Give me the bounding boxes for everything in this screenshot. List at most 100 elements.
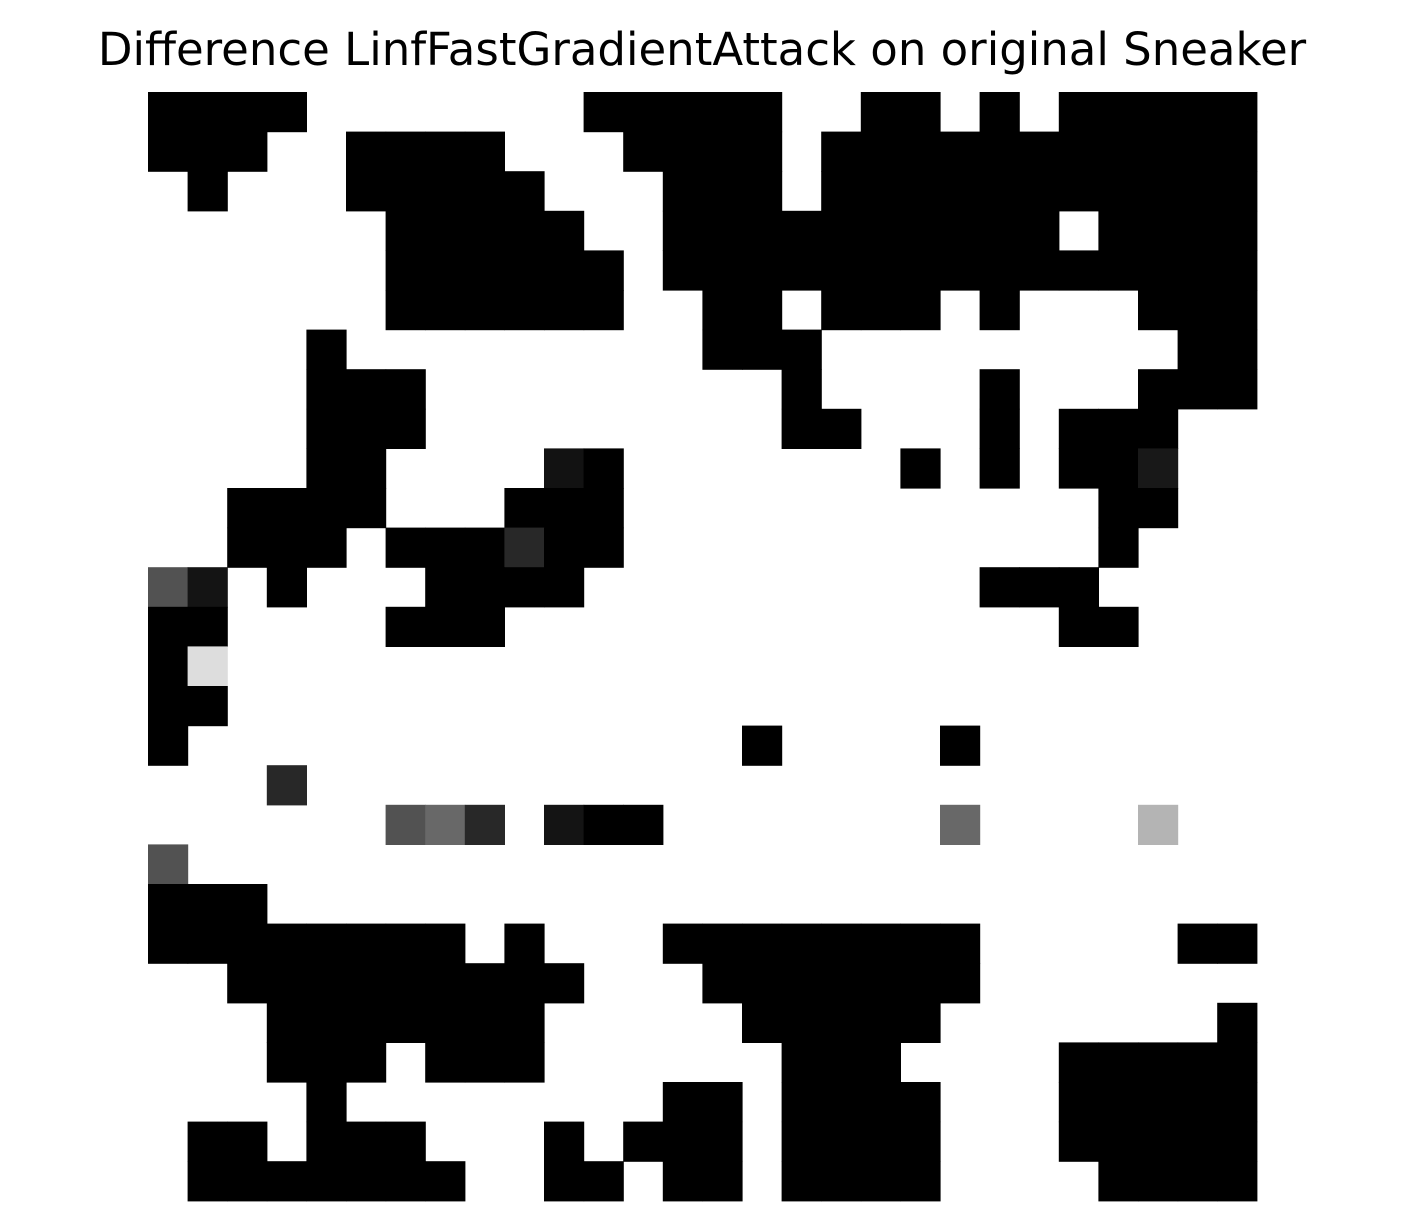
- heatmap-cell-r12-c10: [544, 567, 585, 608]
- heatmap-cell-r20-c0: [148, 884, 189, 925]
- heatmap-cell-r0-c12: [623, 92, 664, 133]
- heatmap-cell-r3-c14: [702, 210, 743, 251]
- heatmap-cell-r19-c0: [148, 844, 189, 885]
- heatmap-cell-r2-c13: [662, 171, 703, 212]
- heatmap-cell-r26-c23: [1058, 1121, 1099, 1162]
- heatmap-cell-r1-c1: [187, 131, 228, 172]
- heatmap-cell-r9-c19: [900, 448, 941, 489]
- heatmap-cell-r2-c17: [821, 171, 862, 212]
- heatmap-cell-r4-c21: [979, 250, 1020, 291]
- heatmap-cell-r6-c4: [306, 329, 347, 370]
- heatmap-cell-r22-c4: [306, 963, 347, 1004]
- heatmap-cell-r5-c18: [860, 290, 901, 331]
- heatmap-cell-r22-c19: [900, 963, 941, 1004]
- heatmap-cell-r27-c16: [781, 1161, 822, 1202]
- heatmap-cell-r23-c3: [266, 1002, 307, 1043]
- heatmap-cell-r11-c10: [544, 527, 585, 568]
- heatmap-cell-r9-c11: [583, 448, 624, 489]
- heatmap-cell-r10-c10: [544, 488, 585, 529]
- heatmap-cell-r3-c7: [425, 210, 466, 251]
- heatmap-cell-r9-c25: [1138, 448, 1179, 489]
- heatmap-cell-r5-c21: [979, 290, 1020, 331]
- heatmap-cell-r4-c6: [385, 250, 426, 291]
- heatmap-cell-r3-c13: [662, 210, 703, 251]
- heatmap-cell-r3-c24: [1098, 210, 1139, 251]
- heatmap-cell-r1-c21: [979, 131, 1020, 172]
- heatmap-cell-r13-c24: [1098, 606, 1139, 647]
- heatmap-cell-r10-c25: [1138, 488, 1179, 529]
- heatmap-cell-r26-c1: [187, 1121, 228, 1162]
- heatmap-cell-r27-c17: [821, 1161, 862, 1202]
- heatmap-cell-r1-c7: [425, 131, 466, 172]
- heatmap-cell-r4-c9: [504, 250, 545, 291]
- heatmap-cell-r5-c15: [742, 290, 783, 331]
- heatmap-cell-r2-c18: [860, 171, 901, 212]
- heatmap-cell-r24-c5: [346, 1042, 387, 1083]
- heatmap-cell-r23-c9: [504, 1002, 545, 1043]
- heatmap-cell-r24-c8: [464, 1042, 505, 1083]
- heatmap-cell-r6-c15: [742, 329, 783, 370]
- heatmap-cell-r8-c5: [346, 408, 387, 449]
- heatmap-cell-r23-c18: [860, 1002, 901, 1043]
- heatmap-cell-r26-c5: [346, 1121, 387, 1162]
- heatmap-cell-r5-c11: [583, 290, 624, 331]
- heatmap-cell-r7-c5: [346, 369, 387, 410]
- heatmap-cell-r1-c27: [1217, 131, 1258, 172]
- heatmap-cell-r5-c9: [504, 290, 545, 331]
- heatmap-cell-r23-c27: [1217, 1002, 1258, 1043]
- heatmap-cell-r24-c17: [821, 1042, 862, 1083]
- heatmap-cell-r18-c25: [1138, 804, 1179, 845]
- heatmap-cell-r24-c4: [306, 1042, 347, 1083]
- heatmap-cell-r24-c25: [1138, 1042, 1179, 1083]
- heatmap-cell-r21-c20: [940, 923, 981, 964]
- heatmap-cell-r7-c26: [1177, 369, 1218, 410]
- heatmap-cell-r27-c2: [227, 1161, 268, 1202]
- heatmap-cell-r13-c8: [464, 606, 505, 647]
- heatmap-cell-r13-c1: [187, 606, 228, 647]
- heatmap-cell-r10-c9: [504, 488, 545, 529]
- heatmap-cell-r27-c4: [306, 1161, 347, 1202]
- heatmap-cell-r21-c9: [504, 923, 545, 964]
- heatmap-cell-r15-c1: [187, 686, 228, 727]
- heatmap-cell-r15-c0: [148, 686, 189, 727]
- heatmap-cell-r1-c12: [623, 131, 664, 172]
- heatmap-cell-r1-c25: [1138, 131, 1179, 172]
- heatmap-cell-r2-c20: [940, 171, 981, 212]
- heatmap-cell-r4-c27: [1217, 250, 1258, 291]
- heatmap-cell-r13-c7: [425, 606, 466, 647]
- heatmap-cell-r3-c22: [1019, 210, 1060, 251]
- heatmap-cell-r24-c7: [425, 1042, 466, 1083]
- heatmap-cell-r2-c5: [346, 171, 387, 212]
- heatmap-cell-r18-c20: [940, 804, 981, 845]
- heatmap-cell-r3-c20: [940, 210, 981, 251]
- heatmap-cell-r11-c6: [385, 527, 426, 568]
- heatmap-cell-r1-c18: [860, 131, 901, 172]
- heatmap-cell-r20-c2: [227, 884, 268, 925]
- heatmap-cell-r24-c26: [1177, 1042, 1218, 1083]
- heatmap-cell-r25-c13: [662, 1082, 703, 1123]
- heatmap-cell-r3-c10: [544, 210, 585, 251]
- heatmap-cell-r22-c6: [385, 963, 426, 1004]
- heatmap-cell-r5-c6: [385, 290, 426, 331]
- heatmap-cell-r8-c4: [306, 408, 347, 449]
- heatmap-cell-r18-c8: [464, 804, 505, 845]
- heatmap-cell-r12-c22: [1019, 567, 1060, 608]
- heatmap-cell-r1-c20: [940, 131, 981, 172]
- heatmap-cell-r2-c26: [1177, 171, 1218, 212]
- heatmap-cell-r27-c25: [1138, 1161, 1179, 1202]
- heatmap-cell-r4-c25: [1138, 250, 1179, 291]
- heatmap-cell-r12-c8: [464, 567, 505, 608]
- heatmap-cell-r26-c25: [1138, 1121, 1179, 1162]
- heatmap-cell-r2-c9: [504, 171, 545, 212]
- heatmap-cell-r8-c6: [385, 408, 426, 449]
- heatmap-cell-r18-c7: [425, 804, 466, 845]
- heatmap-cell-r21-c6: [385, 923, 426, 964]
- heatmap-cell-r0-c3: [266, 92, 307, 133]
- heatmap-cell-r22-c18: [860, 963, 901, 1004]
- heatmap-cell-r2-c24: [1098, 171, 1139, 212]
- heatmap-cell-r22-c3: [266, 963, 307, 1004]
- heatmap-cell-r22-c10: [544, 963, 585, 1004]
- heatmap-cell-r26-c24: [1098, 1121, 1139, 1162]
- heatmap-cell-r11-c3: [266, 527, 307, 568]
